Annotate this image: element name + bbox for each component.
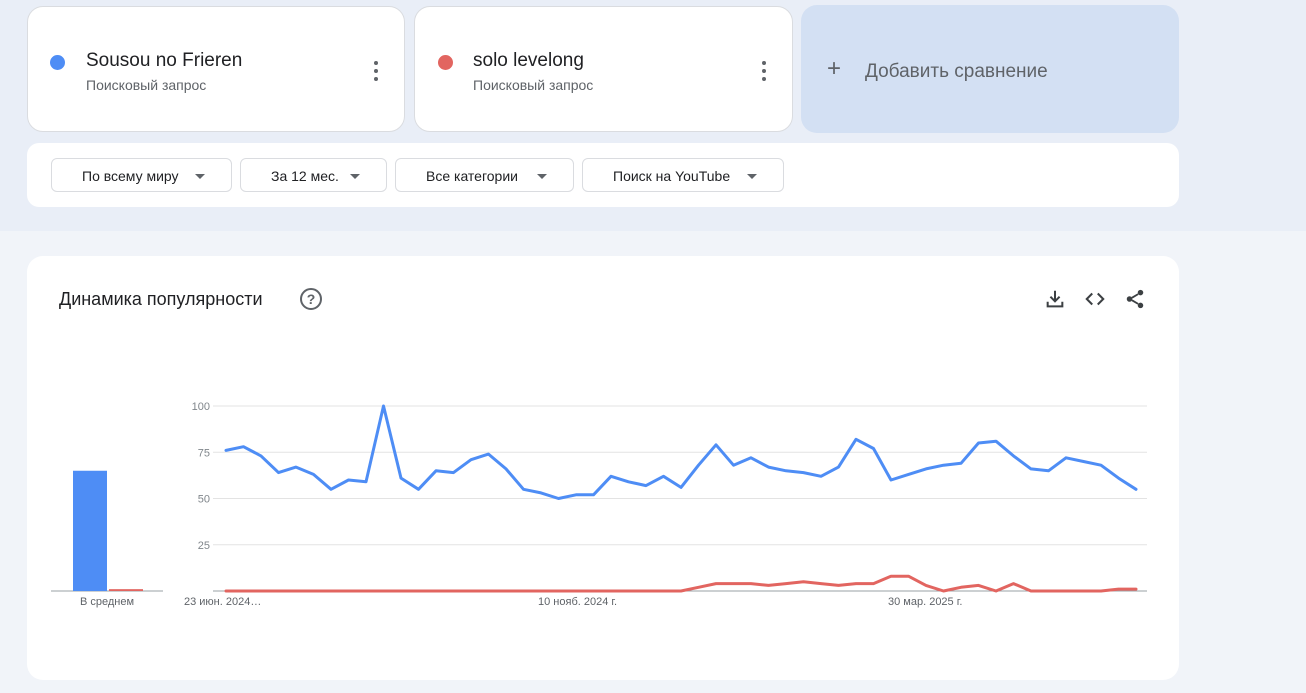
category-dropdown[interactable]: Все категории bbox=[395, 158, 574, 192]
caret-down-icon bbox=[747, 174, 757, 179]
y-tick-label: 25 bbox=[198, 540, 210, 552]
search-type-dropdown[interactable]: Поиск на YouTube bbox=[582, 158, 784, 192]
x-tick-label: 30 мар. 2025 г. bbox=[888, 596, 962, 608]
series-color-dot bbox=[50, 55, 65, 70]
caret-down-icon bbox=[350, 174, 360, 179]
term-type: Поисковый запрос bbox=[473, 77, 594, 93]
term-name: Sousou no Frieren bbox=[86, 50, 243, 71]
dropdown-label: Все категории bbox=[426, 168, 518, 184]
caret-down-icon bbox=[537, 174, 547, 179]
more-vert-icon[interactable] bbox=[756, 59, 772, 83]
more-vert-icon[interactable] bbox=[368, 59, 384, 83]
y-tick-label: 100 bbox=[192, 401, 210, 413]
avg-bar-2 bbox=[109, 589, 143, 591]
avg-label: В среднем bbox=[80, 596, 134, 608]
chart-title: Динамика популярности bbox=[59, 289, 263, 309]
add-comparison-label: Добавить сравнение bbox=[865, 61, 1048, 82]
term-name: solo levelong bbox=[473, 50, 584, 71]
add-comparison-button[interactable]: + Добавить сравнение bbox=[801, 5, 1179, 133]
term-type: Поисковый запрос bbox=[86, 77, 207, 93]
download-icon[interactable] bbox=[1044, 288, 1066, 310]
region-dropdown[interactable]: По всему миру bbox=[51, 158, 232, 192]
y-tick-label: 75 bbox=[198, 447, 210, 459]
time-range-dropdown[interactable]: За 12 мес. bbox=[240, 158, 387, 192]
dropdown-label: Поиск на YouTube bbox=[613, 168, 731, 184]
x-tick-label: 10 нояб. 2024 г. bbox=[538, 596, 617, 608]
dropdown-label: За 12 мес. bbox=[271, 168, 339, 184]
x-tick-label: 23 июн. 2024… bbox=[184, 596, 261, 608]
trend-chart: В среднем 25 50 75 100 23 июн. 2024… 10 нояб. … bbox=[51, 401, 1147, 608]
y-tick-label: 50 bbox=[198, 494, 210, 506]
dropdown-label: По всему миру bbox=[82, 168, 179, 184]
filter-bar: По всему миру За 12 мес. Все категории П… bbox=[27, 143, 1179, 207]
embed-code-icon[interactable] bbox=[1084, 288, 1106, 310]
series-line-1 bbox=[224, 404, 1138, 500]
plus-icon: + bbox=[827, 55, 842, 82]
share-icon[interactable] bbox=[1124, 288, 1146, 310]
interest-over-time-card: Динамика популярности ? В среднем 25 50 75 1… bbox=[27, 256, 1179, 680]
term-card-1[interactable]: Sousou no Frieren Поисковый запрос bbox=[27, 6, 405, 132]
term-card-2[interactable]: solo levelong Поисковый запрос bbox=[414, 6, 793, 132]
series-color-dot bbox=[438, 55, 453, 70]
help-circle-icon[interactable]: ? bbox=[300, 288, 322, 310]
avg-bar-1 bbox=[73, 470, 107, 591]
series-line-2 bbox=[224, 574, 1138, 593]
caret-down-icon bbox=[195, 174, 205, 179]
